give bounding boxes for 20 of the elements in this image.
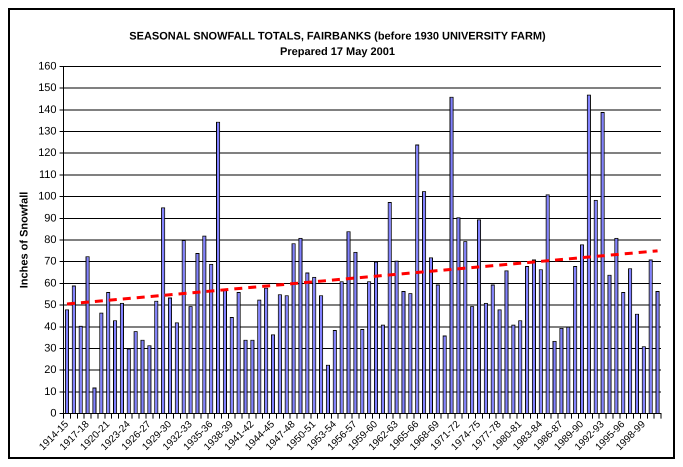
y-tick-label: 80	[44, 234, 57, 246]
y-tick-label: 90	[44, 212, 57, 224]
chart-title: SEASONAL SNOWFALL TOTALS, FAIRBANKS (before 1930 UNIVERSITY FARM)	[129, 30, 546, 43]
y-tick-label: 20	[44, 364, 57, 376]
y-axis-title: Inches of Snowfall	[18, 192, 31, 288]
y-tick-label: 150	[38, 82, 57, 94]
y-tick-label: 30	[44, 342, 57, 354]
y-tick-label: 160	[38, 60, 57, 72]
y-tick-label: 60	[44, 277, 57, 290]
chart-subtitle: Prepared 17 May 2001	[280, 46, 395, 58]
y-tick-label: 110	[39, 168, 57, 181]
y-tick-label: 40	[44, 320, 57, 333]
y-tick-label: 70	[44, 256, 57, 268]
y-tick-label: 0	[50, 408, 57, 420]
y-tick-label: 120	[38, 147, 57, 160]
y-tick-label: 10	[44, 386, 57, 398]
y-tick-label: 140	[38, 104, 57, 116]
y-tick-label: 50	[44, 299, 57, 312]
y-tick-label: 130	[38, 126, 57, 138]
y-tick-label: 100	[38, 190, 57, 203]
